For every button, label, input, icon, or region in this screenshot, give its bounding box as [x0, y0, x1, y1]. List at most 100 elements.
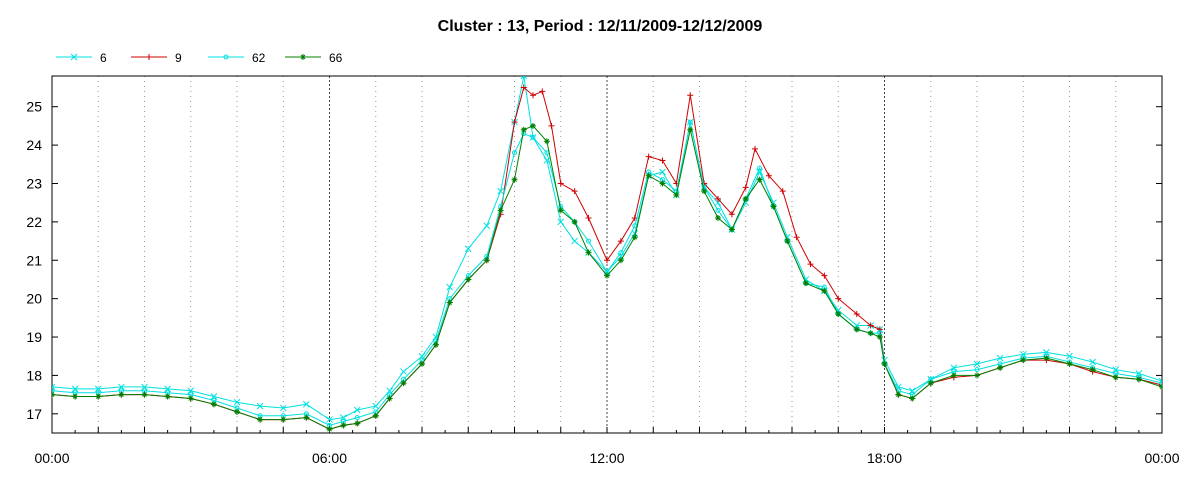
data-point: [673, 192, 680, 198]
y-tick-label: 22: [26, 214, 42, 230]
data-point: [279, 404, 287, 412]
legend-item: 9: [131, 51, 182, 65]
data-point: [1089, 366, 1096, 373]
data-point: [1135, 370, 1143, 377]
data-point: [340, 414, 347, 421]
data-point: [765, 172, 772, 179]
x-tick-label: 18:00: [867, 450, 902, 466]
data-point: [1089, 358, 1096, 366]
data-point: [618, 250, 624, 256]
data-point: [280, 416, 287, 423]
data-point: [784, 238, 791, 245]
data-point: [802, 280, 809, 287]
data-point: [95, 393, 102, 400]
data-point: [604, 272, 610, 279]
data-point: [715, 215, 721, 222]
data-point: [779, 188, 786, 195]
data-point: [1159, 380, 1162, 386]
data-point: [756, 176, 763, 183]
series-66: [52, 122, 1162, 433]
data-point: [141, 391, 148, 398]
data-point: [520, 84, 527, 91]
legend-label: 66: [329, 51, 343, 65]
data-point: [728, 211, 735, 218]
data-point: [400, 368, 407, 375]
data-point: [604, 257, 610, 264]
data-point: [446, 283, 454, 291]
data-point: [223, 54, 229, 60]
data-point: [571, 237, 578, 245]
data-point: [631, 234, 638, 241]
data-point: [996, 354, 1004, 362]
data-point: [867, 322, 874, 329]
data-point: [530, 134, 536, 140]
data-point: [821, 287, 828, 294]
data-point: [303, 414, 310, 421]
data-point: [687, 92, 694, 99]
legend-item: 6: [56, 51, 107, 65]
data-point: [432, 341, 439, 348]
data-point: [742, 195, 749, 202]
data-point: [94, 385, 102, 393]
data-point: [715, 207, 721, 213]
data-point: [303, 400, 310, 408]
x-tick-label: 00:00: [1144, 450, 1179, 466]
data-point: [835, 295, 842, 302]
data-point: [1019, 350, 1027, 358]
data-point: [372, 402, 380, 410]
data-point: [326, 426, 333, 433]
data-point: [617, 257, 624, 264]
data-point: [557, 207, 564, 214]
data-point: [464, 245, 472, 253]
data-point: [52, 388, 55, 394]
chart-title: Cluster : 13, Period : 12/11/2009-12/12/…: [438, 18, 763, 35]
data-point: [483, 222, 491, 230]
data-point: [354, 415, 360, 421]
data-point: [659, 180, 666, 187]
data-point: [586, 238, 591, 244]
data-point: [1112, 374, 1119, 381]
data-point: [543, 138, 550, 145]
data-point: [1066, 360, 1073, 367]
data-point: [257, 416, 264, 423]
data-point: [354, 420, 361, 427]
legend-item: 62: [208, 51, 266, 65]
y-tick-label: 25: [26, 99, 42, 115]
data-point: [483, 257, 490, 264]
data-point: [164, 385, 171, 393]
data-point: [617, 238, 624, 245]
data-point: [548, 122, 555, 129]
data-point: [71, 385, 79, 393]
data-point: [585, 215, 592, 222]
data-point: [835, 311, 842, 317]
data-point: [793, 234, 800, 241]
data-point: [895, 391, 902, 398]
data-point: [927, 380, 934, 387]
data-point: [300, 54, 306, 60]
data-point: [539, 88, 546, 95]
data-point: [52, 383, 56, 391]
axes: 17 18 19 20 21 22 23 24 25 00:00 06:00 12:00 18:00 00…: [26, 75, 1180, 466]
data-point: [234, 408, 240, 415]
data-point: [659, 157, 666, 164]
data-point: [1066, 352, 1073, 360]
data-point: [72, 393, 79, 400]
data-point: [497, 187, 504, 195]
data-point: [687, 119, 693, 125]
data-point: [876, 334, 883, 341]
data-point: [256, 402, 264, 410]
data-point: [326, 416, 333, 423]
data-point: [1043, 355, 1050, 362]
data-point: [853, 311, 860, 317]
data-point: [465, 276, 472, 283]
data-point: [973, 360, 981, 368]
data-point: [557, 180, 564, 187]
data-point: [867, 330, 874, 337]
data-point: [210, 393, 218, 400]
legend: 6 9 62 66: [56, 51, 343, 65]
data-point: [821, 272, 828, 279]
plot-area: [52, 76, 1162, 433]
y-tick-label: 18: [26, 367, 42, 383]
data-point: [520, 76, 528, 80]
